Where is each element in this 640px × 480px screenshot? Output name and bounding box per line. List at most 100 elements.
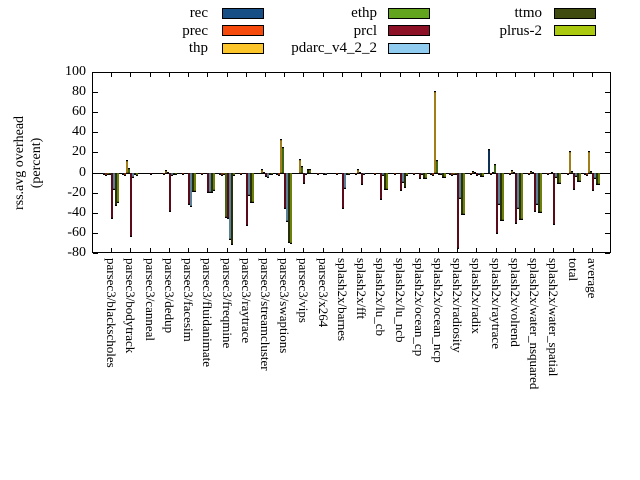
x-tick-label: splash2x/radiosity xyxy=(450,258,466,353)
bar xyxy=(243,172,246,175)
x-tick-bottom xyxy=(457,248,459,252)
bar xyxy=(436,160,438,173)
bar xyxy=(576,172,579,182)
bar xyxy=(271,172,273,175)
bar xyxy=(418,172,421,179)
bar xyxy=(186,172,189,175)
x-tick-label: parsec3/canneal xyxy=(142,258,158,342)
x-tick-label: parsec3/vips xyxy=(296,258,312,323)
bar xyxy=(585,172,588,176)
y-tick-label: 60 xyxy=(72,104,86,120)
bar xyxy=(286,172,289,222)
y-axis-label: rss.avg overhead (percent) xyxy=(11,63,45,263)
bar xyxy=(190,172,193,207)
legend-label: prec xyxy=(182,22,208,39)
bar xyxy=(405,172,408,176)
bar xyxy=(257,172,259,175)
bar xyxy=(269,172,271,175)
bar xyxy=(316,172,319,175)
bar xyxy=(207,172,210,193)
bar xyxy=(288,172,291,243)
bar xyxy=(111,172,114,219)
bar xyxy=(322,172,325,175)
y-tick-right xyxy=(605,92,610,94)
bar xyxy=(468,172,471,175)
bar xyxy=(518,172,521,220)
bar xyxy=(149,172,152,175)
y-tick-left xyxy=(93,192,98,194)
bar xyxy=(401,172,404,183)
x-tick-bottom xyxy=(168,248,170,252)
bar xyxy=(470,172,473,175)
bar xyxy=(545,172,548,175)
x-tick-bottom xyxy=(226,248,228,252)
y-tick-label: -60 xyxy=(67,224,86,240)
bar xyxy=(199,172,202,175)
bar xyxy=(530,170,533,173)
bar xyxy=(192,172,195,192)
x-tick-bottom xyxy=(514,248,516,252)
bar xyxy=(514,172,517,224)
bar xyxy=(570,170,573,173)
x-tick-top xyxy=(284,73,286,77)
bar xyxy=(239,172,242,175)
bar xyxy=(180,172,183,175)
x-tick-top xyxy=(168,73,170,77)
bar xyxy=(499,172,502,221)
bar xyxy=(132,172,135,178)
bar xyxy=(166,171,169,174)
bar xyxy=(365,172,368,175)
bar xyxy=(410,172,413,175)
y-tick-right xyxy=(605,212,610,214)
bar xyxy=(528,172,531,175)
x-tick-label: splash2x/raytrace xyxy=(488,258,504,349)
bar xyxy=(174,172,177,175)
bar xyxy=(170,172,173,176)
bar xyxy=(307,168,310,173)
x-tick-top xyxy=(361,73,363,77)
bar xyxy=(209,172,212,193)
x-tick-label: parsec3/streamcluster xyxy=(258,258,273,371)
bar xyxy=(378,172,381,175)
bar xyxy=(451,172,454,176)
x-tick-label: splash2x/ocean_ncp xyxy=(431,258,446,363)
legend-label: pdarc_v4_2_2 xyxy=(291,40,377,56)
bar xyxy=(318,172,321,175)
x-tick-label: parsec3/fluidanimate xyxy=(200,258,216,368)
legend-swatch xyxy=(388,25,430,36)
x-tick-top xyxy=(591,73,593,77)
bar xyxy=(359,171,362,174)
x-tick-top xyxy=(399,73,401,77)
bar xyxy=(309,168,312,173)
legend-label: thp xyxy=(188,40,208,56)
x-tick-bottom xyxy=(380,248,382,252)
x-tick-label: parsec3/facesim xyxy=(181,258,197,342)
y-tick-label: -80 xyxy=(67,245,86,260)
x-tick-label: parsec3/bodytrack xyxy=(123,258,139,354)
bar xyxy=(538,172,541,213)
bar xyxy=(355,172,358,175)
bar xyxy=(109,172,112,175)
x-tick-bottom xyxy=(149,248,151,252)
bar xyxy=(230,172,233,245)
bar xyxy=(245,172,248,226)
bar xyxy=(414,172,417,175)
bar xyxy=(438,172,440,175)
bar xyxy=(278,172,281,176)
bar xyxy=(201,172,204,175)
y-tick-left xyxy=(93,92,98,94)
x-tick-top xyxy=(265,73,266,77)
legend-swatch xyxy=(388,42,430,54)
legend-swatch xyxy=(554,7,596,19)
bar xyxy=(461,172,464,215)
x-tick-top xyxy=(111,73,113,77)
x-tick-bottom xyxy=(361,248,363,252)
y-tick-right xyxy=(605,72,610,73)
bar xyxy=(155,172,158,175)
bar xyxy=(107,172,110,175)
x-tick-label: splash2x/fft xyxy=(354,258,370,320)
bar xyxy=(416,172,419,175)
bar xyxy=(583,172,586,175)
bar xyxy=(472,170,475,173)
bar xyxy=(363,172,366,175)
